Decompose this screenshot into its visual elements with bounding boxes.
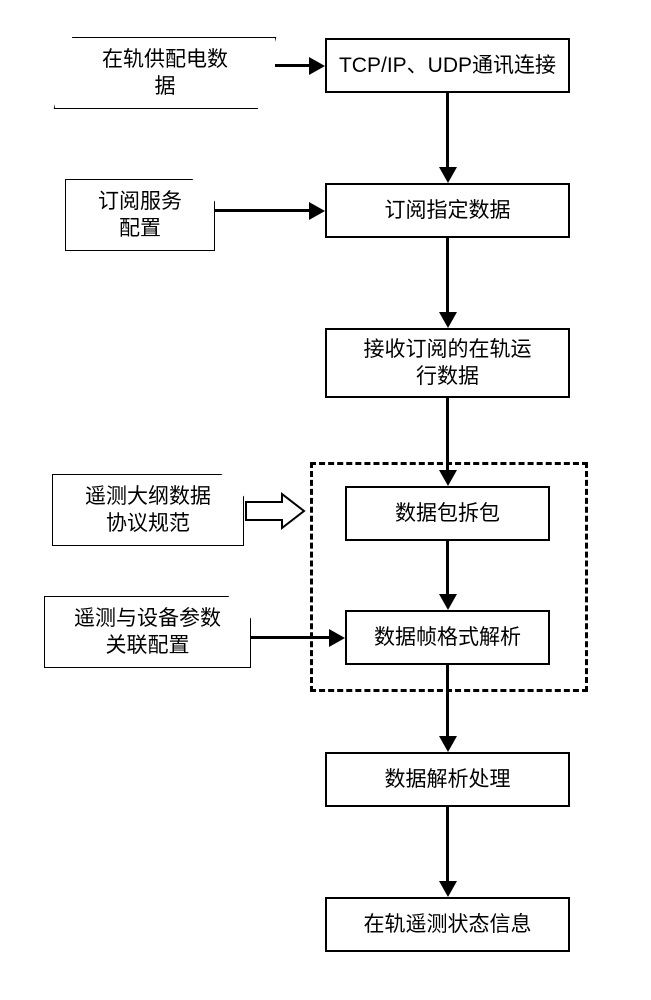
flow-unpack: 数据包拆包	[345, 486, 550, 541]
flow-frame-label: 数据帧格式解析	[374, 624, 521, 651]
flow-sub: 订阅指定数据	[325, 183, 570, 238]
flow-out: 在轨遥测状态信息	[325, 897, 570, 952]
arrow-recv-unpack	[446, 398, 449, 470]
flow-parse-label: 数据解析处理	[385, 766, 511, 793]
arrow-input-tcp	[275, 64, 311, 67]
arrow-frame-parse	[446, 665, 449, 736]
flow-recv: 接收订阅的在轨运 行数据	[325, 328, 570, 398]
flow-recv-label: 接收订阅的在轨运 行数据	[364, 336, 532, 391]
arrow-assoc-frame-head	[329, 629, 345, 647]
note-subcfg: 订阅服务 配置	[66, 180, 214, 250]
arrow-parse-out-head	[439, 881, 457, 897]
note-proto: 遥测大纲数据 协议规范	[53, 475, 243, 545]
flow-input-label: 在轨供配电数 据	[102, 46, 228, 101]
note-assoc: 遥测与设备参数 关联配置	[45, 597, 250, 667]
arrow-sub-recv	[446, 238, 449, 312]
arrow-tcp-sub	[446, 93, 449, 167]
flow-parse: 数据解析处理	[325, 752, 570, 807]
arrow-tcp-sub-head	[439, 167, 457, 183]
arrow-subcfg-sub	[214, 209, 309, 212]
arrow-unpack-frame	[446, 541, 449, 594]
arrow-subcfg-sub-head	[309, 202, 325, 220]
arrow-parse-out	[446, 807, 449, 881]
arrow-assoc-frame	[250, 636, 329, 639]
flow-tcp-label: TCP/IP、UDP通讯连接	[339, 52, 556, 79]
flow-unpack-label: 数据包拆包	[395, 500, 500, 527]
arrow-frame-parse-head	[439, 736, 457, 752]
flow-input: 在轨供配电数 据	[55, 38, 275, 108]
arrow-sub-recv-head	[439, 312, 457, 328]
note-assoc-label: 遥测与设备参数 关联配置	[74, 605, 221, 660]
note-subcfg-label: 订阅服务 配置	[98, 188, 182, 243]
flow-tcp: TCP/IP、UDP通讯连接	[325, 38, 570, 93]
arrow-unpack-frame-head	[439, 594, 457, 610]
flow-frame: 数据帧格式解析	[345, 610, 550, 665]
block-arrow-icon	[246, 494, 304, 528]
arrow-input-tcp-head	[309, 57, 325, 75]
flow-out-label: 在轨遥测状态信息	[364, 911, 532, 938]
note-proto-label: 遥测大纲数据 协议规范	[85, 483, 211, 538]
flow-sub-label: 订阅指定数据	[385, 197, 511, 224]
